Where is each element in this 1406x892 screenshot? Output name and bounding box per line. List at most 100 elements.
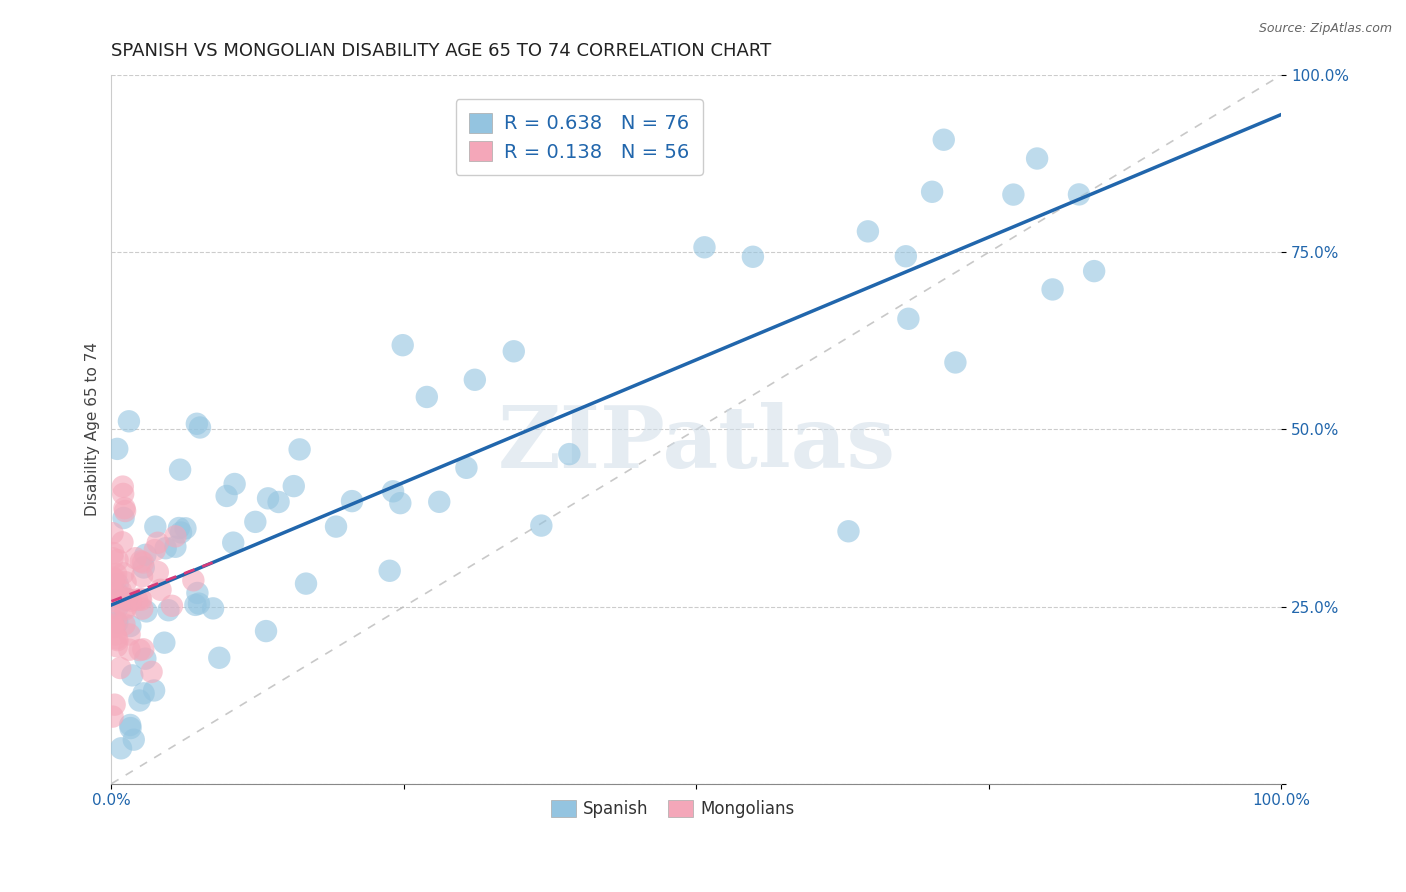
Point xyxy=(1083,264,1105,278)
Point xyxy=(107,577,129,591)
Point xyxy=(254,624,277,638)
Point xyxy=(104,573,127,587)
Point xyxy=(897,311,920,326)
Point xyxy=(146,565,169,579)
Point xyxy=(101,594,124,608)
Text: Source: ZipAtlas.com: Source: ZipAtlas.com xyxy=(1258,22,1392,36)
Point xyxy=(202,601,225,615)
Point xyxy=(101,573,124,587)
Point xyxy=(143,519,166,533)
Point xyxy=(856,224,879,238)
Point xyxy=(134,548,156,562)
Point xyxy=(120,593,142,607)
Point xyxy=(108,596,131,610)
Point xyxy=(101,616,124,631)
Point xyxy=(104,627,127,641)
Point xyxy=(391,338,413,352)
Point xyxy=(105,442,128,456)
Point xyxy=(894,249,917,263)
Point xyxy=(427,495,450,509)
Point xyxy=(186,586,208,600)
Point xyxy=(160,599,183,613)
Point xyxy=(155,541,177,556)
Point xyxy=(149,582,172,597)
Point xyxy=(110,583,132,598)
Point xyxy=(104,698,127,712)
Point xyxy=(114,602,136,616)
Point xyxy=(222,535,245,549)
Point xyxy=(101,551,124,566)
Point xyxy=(101,709,124,723)
Point xyxy=(114,501,136,516)
Point xyxy=(127,593,149,607)
Point xyxy=(105,615,128,630)
Point xyxy=(104,614,127,628)
Point xyxy=(111,535,134,549)
Point xyxy=(104,589,127,603)
Point xyxy=(105,567,128,582)
Point xyxy=(132,560,155,574)
Point xyxy=(267,495,290,509)
Point xyxy=(1042,282,1064,296)
Point xyxy=(183,574,205,588)
Point xyxy=(283,479,305,493)
Point xyxy=(464,373,486,387)
Point xyxy=(105,601,128,615)
Point xyxy=(132,686,155,700)
Point xyxy=(167,521,190,535)
Point xyxy=(105,632,128,646)
Point xyxy=(111,480,134,494)
Point xyxy=(118,642,141,657)
Point xyxy=(932,133,955,147)
Point xyxy=(257,491,280,506)
Point xyxy=(382,484,405,499)
Text: SPANISH VS MONGOLIAN DISABILITY AGE 65 TO 74 CORRELATION CHART: SPANISH VS MONGOLIAN DISABILITY AGE 65 T… xyxy=(111,42,772,60)
Point xyxy=(129,592,152,607)
Point xyxy=(108,589,131,603)
Point xyxy=(112,511,135,525)
Point xyxy=(103,620,125,634)
Point xyxy=(325,519,347,533)
Point xyxy=(120,619,142,633)
Point xyxy=(945,355,967,369)
Point xyxy=(105,586,128,600)
Point xyxy=(114,592,136,607)
Point xyxy=(122,732,145,747)
Point xyxy=(117,592,139,607)
Point xyxy=(165,540,187,554)
Point xyxy=(141,665,163,679)
Point xyxy=(112,487,135,501)
Point xyxy=(120,721,142,735)
Point xyxy=(208,650,231,665)
Point xyxy=(174,521,197,535)
Point xyxy=(378,564,401,578)
Point xyxy=(117,592,139,607)
Point xyxy=(416,390,439,404)
Point xyxy=(131,569,153,583)
Point xyxy=(128,693,150,707)
Point xyxy=(101,618,124,632)
Point xyxy=(101,571,124,585)
Point xyxy=(1002,187,1025,202)
Point xyxy=(741,250,763,264)
Y-axis label: Disability Age 65 to 74: Disability Age 65 to 74 xyxy=(86,343,100,516)
Point xyxy=(188,420,211,434)
Legend: Spanish, Mongolians: Spanish, Mongolians xyxy=(544,794,801,825)
Point xyxy=(134,651,156,665)
Point xyxy=(124,551,146,566)
Point xyxy=(340,494,363,508)
Point xyxy=(121,668,143,682)
Point xyxy=(530,518,553,533)
Text: ZIPatlas: ZIPatlas xyxy=(498,401,896,485)
Point xyxy=(215,489,238,503)
Point xyxy=(502,344,524,359)
Point xyxy=(112,566,135,581)
Point xyxy=(114,617,136,632)
Point xyxy=(245,515,267,529)
Point xyxy=(114,575,136,590)
Point xyxy=(837,524,859,539)
Point xyxy=(1067,187,1090,202)
Point xyxy=(153,635,176,649)
Point xyxy=(135,604,157,618)
Point xyxy=(118,414,141,428)
